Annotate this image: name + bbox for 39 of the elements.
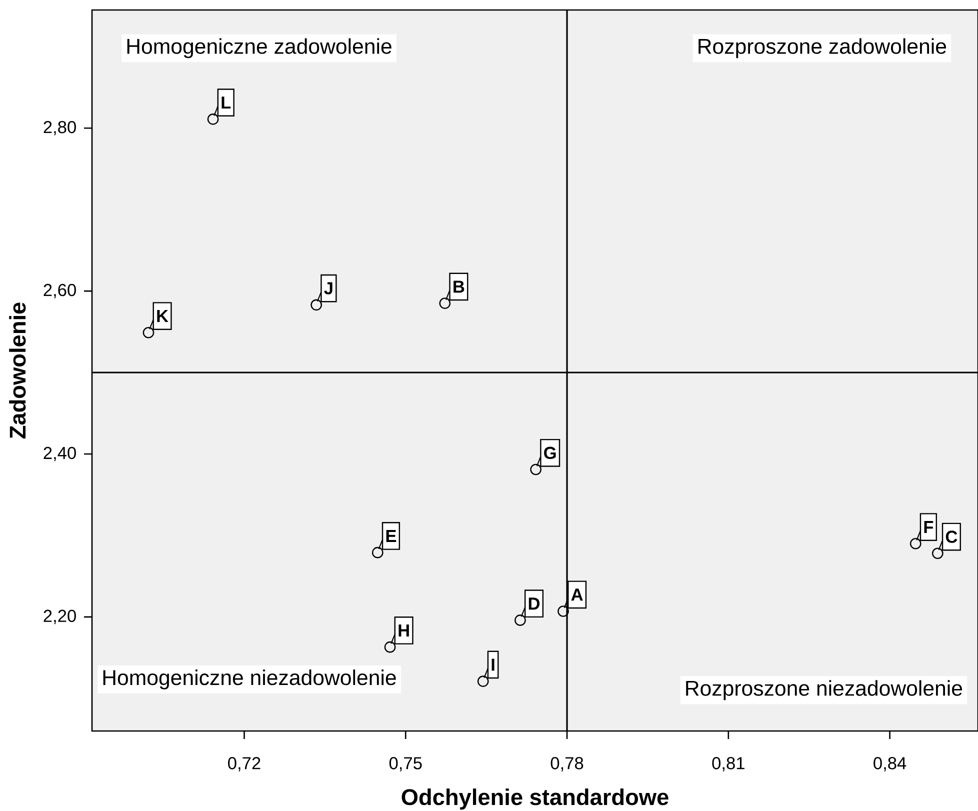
annotation: F [924,521,934,533]
point [384,641,396,653]
x-tick-label: 0,78 [550,757,584,772]
x-tick-label: 0,84 [874,757,906,772]
x-tick-label: 0,72 [228,757,260,772]
annotation: Homogeniczne zadowolenie [127,38,392,58]
x-tick-label: 0,75 [389,757,422,772]
annotation: I [492,658,494,671]
point [439,298,451,309]
x-axis-title: Odchylenie standardowe [402,788,668,810]
point [558,606,569,617]
annotation: J [324,282,332,294]
annotation: D [528,598,540,610]
point [530,464,542,476]
point [142,326,154,338]
point [310,299,322,311]
y-tick-label: 2,80 [44,120,76,136]
annotation: A [571,588,583,601]
annotation: L [222,96,231,109]
point [910,538,922,550]
annotation: K [157,310,168,322]
point [514,614,526,626]
annotation: E [386,530,396,542]
annotation: Rozproszone niezadowolenie [686,680,962,700]
annotation: C [946,530,958,543]
y-tick-label: 2,60 [44,284,76,298]
y-axis-title: Zadowolenie [9,302,26,438]
annotation: Rozproszone zadowolenie [698,38,946,58]
y-tick-label: 2,40 [44,446,76,462]
point [207,113,219,125]
annotation: Homogeniczne niezadowolenie [103,670,396,690]
annotation: G [544,446,556,460]
y-tick-label: 2,20 [44,610,76,624]
point [477,676,489,687]
annotation: H [398,624,409,636]
point [932,548,944,560]
x-tick-label: 0,81 [712,757,744,772]
annotation: B [454,280,464,293]
point [372,546,384,558]
